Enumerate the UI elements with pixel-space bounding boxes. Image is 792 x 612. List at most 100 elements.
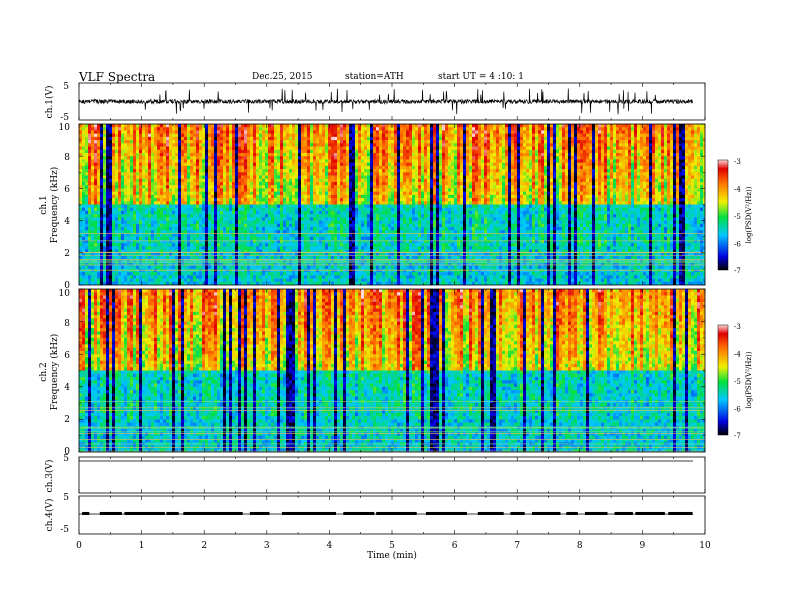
spectrogram-cell bbox=[406, 172, 410, 176]
spectrogram-cell bbox=[445, 165, 449, 170]
spectrogram-cell bbox=[103, 169, 107, 173]
spectrogram-cell bbox=[649, 146, 653, 151]
spectrogram-cell bbox=[439, 143, 443, 147]
spectrogram-cell bbox=[157, 140, 161, 144]
spectrogram-cell bbox=[175, 169, 179, 173]
spectrogram-cell bbox=[136, 198, 140, 202]
spectrogram-cell bbox=[100, 178, 104, 183]
spectrogram-cell bbox=[400, 152, 404, 157]
spectrogram-cell bbox=[367, 185, 371, 189]
spectrogram-cell bbox=[571, 188, 575, 192]
spectrogram-cell bbox=[271, 181, 275, 186]
spectrogram-cell bbox=[82, 149, 86, 154]
spectrogram-cell bbox=[322, 162, 326, 167]
spectrogram-cell bbox=[502, 136, 506, 141]
spectrogram-cell bbox=[322, 127, 326, 131]
spectrogram-cell bbox=[316, 169, 320, 173]
spectrogram-cell bbox=[376, 127, 380, 131]
spectrogram-cell bbox=[589, 149, 593, 154]
spectrogram-cell bbox=[511, 172, 515, 176]
spectrogram-cell bbox=[430, 130, 434, 134]
spectrogram-cell bbox=[445, 130, 449, 134]
spectrogram-cell bbox=[217, 181, 221, 186]
spectrogram-cell bbox=[550, 169, 554, 173]
spectrogram-cell bbox=[295, 127, 299, 131]
spectrogram-cell bbox=[172, 165, 176, 170]
spectrogram-cell bbox=[172, 178, 176, 183]
spectrogram-cell bbox=[493, 146, 497, 151]
spectrogram-cell bbox=[598, 133, 602, 138]
spectrogram-cell bbox=[487, 127, 491, 131]
spectrogram-cell bbox=[316, 172, 320, 176]
spectrogram-cell bbox=[196, 178, 200, 183]
spectrogram-cell bbox=[289, 194, 293, 199]
spectrogram-cell bbox=[199, 130, 203, 134]
spectrogram-cell bbox=[355, 136, 359, 141]
spectrogram-cell bbox=[475, 178, 479, 183]
spectrogram-cell bbox=[511, 198, 515, 202]
spectrogram-cell bbox=[385, 188, 389, 192]
spectrogram-cell bbox=[196, 152, 200, 157]
spectrogram-cell bbox=[367, 172, 371, 176]
spectrogram-cell bbox=[496, 172, 500, 176]
spectrogram-cell bbox=[322, 165, 326, 170]
spectrogram-cell bbox=[286, 175, 290, 180]
spectrogram-cell bbox=[163, 124, 167, 128]
spectrogram-cell bbox=[268, 159, 272, 163]
spectrogram-cell bbox=[361, 181, 365, 186]
spectrogram-cell bbox=[343, 188, 347, 192]
spectrogram-cell bbox=[325, 143, 329, 147]
spectrogram-cell bbox=[112, 175, 116, 180]
spectrogram-cell bbox=[460, 178, 464, 183]
spectrogram-cell bbox=[322, 140, 326, 144]
spectrogram-cell bbox=[445, 133, 449, 138]
spectrogram-cell bbox=[385, 191, 389, 196]
spectrogram-cell bbox=[325, 175, 329, 180]
spectrogram-cell bbox=[670, 127, 674, 131]
spectrogram-cell bbox=[505, 156, 509, 160]
spectrogram-cell bbox=[520, 188, 524, 192]
spectrogram-cell bbox=[340, 143, 344, 147]
spectrogram-cell bbox=[199, 156, 203, 160]
spectrogram-cell bbox=[214, 159, 218, 163]
spectrogram-cell bbox=[82, 191, 86, 196]
spectrogram-cell bbox=[337, 159, 341, 163]
spectrogram-cell bbox=[304, 152, 308, 157]
spectrogram-cell bbox=[256, 156, 260, 160]
spectrogram-cell bbox=[613, 124, 617, 128]
spectrogram-cell bbox=[493, 181, 497, 186]
spectrogram-cell bbox=[250, 169, 254, 173]
spectrogram-cell bbox=[145, 198, 149, 202]
spectrogram-cell bbox=[583, 178, 587, 183]
spectrogram-cell bbox=[568, 194, 572, 199]
spectrogram-cell bbox=[265, 156, 269, 160]
spectrogram-cell bbox=[286, 178, 290, 183]
spectrogram-cell bbox=[220, 188, 224, 192]
spectrogram-cell bbox=[517, 181, 521, 186]
spectrogram-cell bbox=[148, 159, 152, 163]
spectrogram-cell bbox=[508, 172, 512, 176]
spectrogram-cell bbox=[271, 169, 275, 173]
spectrogram-cell bbox=[232, 175, 236, 180]
spectrogram-cell bbox=[445, 181, 449, 186]
spectrogram-cell bbox=[349, 124, 353, 128]
spectrogram-cell bbox=[703, 143, 705, 147]
spectrogram-cell bbox=[610, 149, 614, 154]
spectrogram-cell bbox=[319, 140, 323, 144]
spectrogram-cell bbox=[103, 185, 107, 189]
spectrogram-cell bbox=[571, 175, 575, 180]
spectrogram-cell bbox=[88, 175, 92, 180]
spectrogram-cell bbox=[358, 124, 362, 128]
spectrogram-cell bbox=[526, 185, 530, 189]
spectrogram-cell bbox=[412, 156, 416, 160]
spectrogram-cell bbox=[94, 159, 98, 163]
spectrogram-cell bbox=[208, 136, 212, 141]
spectrogram-cell bbox=[298, 172, 302, 176]
spectrogram-cell bbox=[370, 136, 374, 141]
spectrogram-cell bbox=[481, 124, 485, 128]
spectrogram-cell bbox=[166, 152, 170, 157]
spectrogram-cell bbox=[376, 159, 380, 163]
spectrogram-cell bbox=[475, 140, 479, 144]
spectrogram-cell bbox=[277, 136, 281, 141]
spectrogram-cell bbox=[82, 156, 86, 160]
